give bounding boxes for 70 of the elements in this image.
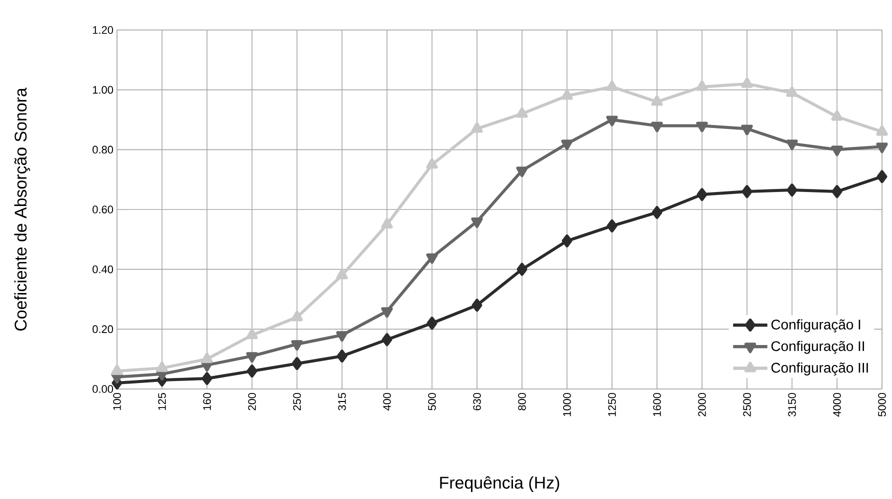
point [516,262,528,276]
point [876,170,888,184]
x-tick-label: 250 [293,392,301,410]
x-tick-label: 2500 [743,392,751,416]
y-tick-label: 0.40 [92,265,114,274]
point [246,352,258,363]
point [246,328,258,340]
point [381,307,393,318]
point [246,364,258,378]
point [292,357,302,370]
point [561,89,573,100]
x-tick-label: 160 [203,392,211,410]
x-tick-label: 100 [113,392,121,410]
point [786,184,798,197]
point [426,158,438,169]
y-tick-label: 0.20 [92,325,114,334]
point [291,340,303,351]
point [516,107,528,118]
x-tick-label: 5000 [878,392,886,416]
point [201,352,213,364]
x-tick-label: 2000 [698,392,706,416]
point [336,350,348,363]
point [426,316,438,330]
x-tick-label: 1250 [608,392,616,416]
point [696,80,708,91]
y-tick-label: 1.20 [92,26,114,34]
point [336,331,348,342]
x-tick-label: 315 [338,392,346,410]
x-tick-label: 400 [383,392,391,411]
y-tick-label: 0.00 [92,385,114,393]
legend-label: Configuração II [771,340,864,354]
x-tick-label: 4000 [833,392,841,417]
point [382,333,392,346]
point [381,218,393,228]
legend-label: Configuração I [771,319,860,332]
point [336,268,348,280]
point [651,95,663,106]
point [562,234,572,248]
point [111,364,123,376]
x-tick-label: 1000 [563,392,571,416]
point [741,77,753,88]
point [291,310,303,322]
x-tick-label: 125 [158,392,166,410]
point [606,219,618,232]
point [876,125,888,136]
point [742,185,752,198]
x-tick-label: 500 [428,392,436,410]
point [832,185,842,198]
x-tick-label: 1600 [653,392,661,416]
y-tick-label: 1.00 [92,86,114,94]
point [786,86,798,97]
point [202,372,212,386]
point [156,362,168,372]
point [831,110,843,121]
point [472,298,482,312]
y-tick-label: 0.60 [92,206,114,214]
point [606,80,618,91]
x-axis-title: Frequência (Hz) [440,476,560,492]
point [652,206,662,219]
legend-label: Configuração III [771,362,868,376]
x-tick-label: 630 [473,392,481,410]
x-tick-label: 200 [248,392,256,410]
y-axis-title: Coeficiente de Absorção Sonora [14,88,30,331]
x-tick-label: 3150 [788,392,796,416]
x-tick-label: 800 [518,392,526,410]
point [471,217,483,228]
y-tick-label: 0.80 [92,146,114,154]
point [696,188,708,202]
point [471,122,483,133]
point [426,253,438,264]
